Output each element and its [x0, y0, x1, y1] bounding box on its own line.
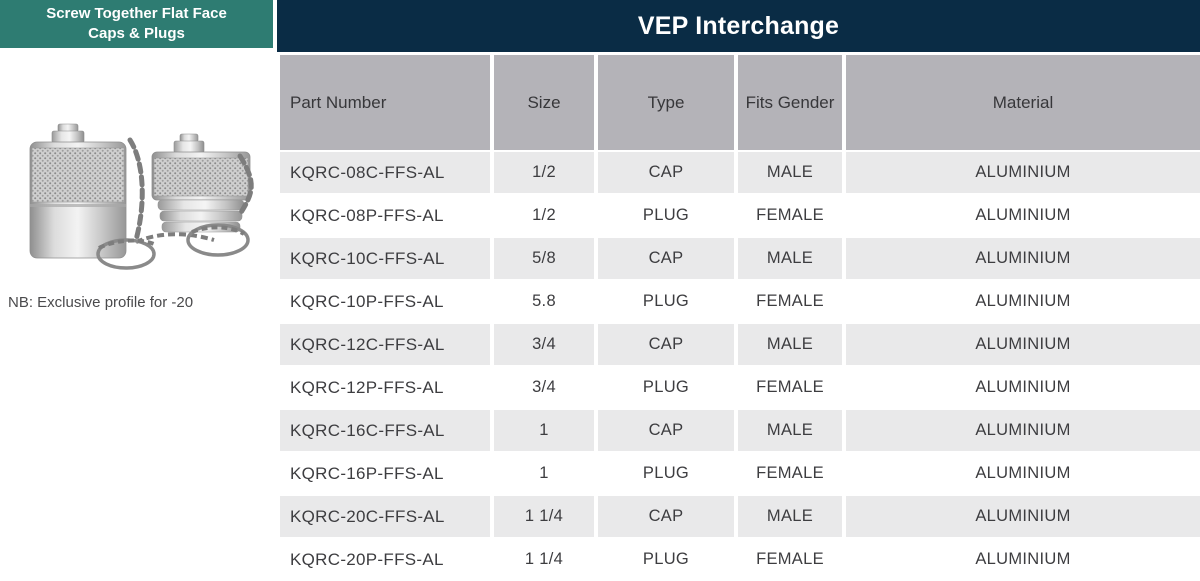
table-cell-material: ALUMINIUM	[846, 496, 1200, 537]
table-cell-material: ALUMINIUM	[846, 410, 1200, 451]
interchange-table: Part Number Size Type Fits Gender Materi…	[280, 55, 1200, 580]
table-cell-type: PLUG	[598, 539, 734, 580]
page-title-text: VEP Interchange	[637, 11, 840, 40]
table-cell-fits-gender: FEMALE	[738, 539, 842, 580]
table-cell-fits-gender: MALE	[738, 152, 842, 193]
table-cell-size: 3/4	[494, 367, 594, 408]
table-cell-fits-gender: MALE	[738, 324, 842, 365]
chain-illustration	[96, 137, 254, 270]
table-cell-size: 5.8	[494, 281, 594, 322]
column-header-fits-gender: Fits Gender	[738, 55, 842, 150]
exclusive-profile-note: NB: Exclusive profile for -20	[8, 294, 194, 311]
page-title: VEP Interchange	[277, 0, 1200, 52]
table-cell-size: 1	[494, 410, 594, 451]
product-photo	[29, 123, 254, 270]
table-cell-part-number: KQRC-20P-FFS-AL	[280, 539, 490, 580]
table-cell-type: CAP	[598, 410, 734, 451]
table-cell-size: 1 1/4	[494, 496, 594, 537]
table-cell-part-number: KQRC-20C-FFS-AL	[280, 496, 490, 537]
table-cell-type: PLUG	[598, 367, 734, 408]
table-cell-size: 1/2	[494, 152, 594, 193]
table-cell-fits-gender: FEMALE	[738, 281, 842, 322]
table-cell-material: ALUMINIUM	[846, 238, 1200, 279]
table-cell-type: PLUG	[598, 453, 734, 494]
table-cell-part-number: KQRC-10C-FFS-AL	[280, 238, 490, 279]
sidebar-title: Screw Together Flat Face Caps & Plugs	[0, 0, 273, 48]
table-cell-material: ALUMINIUM	[846, 367, 1200, 408]
table-cell-material: ALUMINIUM	[846, 453, 1200, 494]
table-cell-fits-gender: MALE	[738, 238, 842, 279]
plug-illustration	[151, 133, 251, 233]
sidebar-title-line1: Screw Together Flat Face	[46, 4, 227, 22]
table-cell-type: CAP	[598, 238, 734, 279]
table-cell-type: CAP	[598, 496, 734, 537]
table-cell-fits-gender: FEMALE	[738, 453, 842, 494]
table-cell-part-number: KQRC-08C-FFS-AL	[280, 152, 490, 193]
table-cell-part-number: KQRC-12P-FFS-AL	[280, 367, 490, 408]
table-cell-type: PLUG	[598, 281, 734, 322]
table-cell-material: ALUMINIUM	[846, 195, 1200, 236]
cap-illustration	[29, 123, 127, 259]
table-cell-part-number: KQRC-08P-FFS-AL	[280, 195, 490, 236]
table-cell-fits-gender: MALE	[738, 410, 842, 451]
column-header-material: Material	[846, 55, 1200, 150]
table-cell-part-number: KQRC-10P-FFS-AL	[280, 281, 490, 322]
table-cell-type: PLUG	[598, 195, 734, 236]
table-cell-fits-gender: FEMALE	[738, 367, 842, 408]
table-cell-fits-gender: FEMALE	[738, 195, 842, 236]
table-cell-material: ALUMINIUM	[846, 324, 1200, 365]
table-cell-material: ALUMINIUM	[846, 539, 1200, 580]
column-header-part-number: Part Number	[280, 55, 490, 150]
table-cell-material: ALUMINIUM	[846, 281, 1200, 322]
sidebar-title-line2: Caps & Plugs	[88, 25, 185, 42]
table-cell-size: 3/4	[494, 324, 594, 365]
table-cell-type: CAP	[598, 324, 734, 365]
table-cell-fits-gender: MALE	[738, 496, 842, 537]
table-cell-material: ALUMINIUM	[846, 152, 1200, 193]
table-cell-size: 1/2	[494, 195, 594, 236]
table-cell-type: CAP	[598, 152, 734, 193]
table-cell-part-number: KQRC-16C-FFS-AL	[280, 410, 490, 451]
table-cell-size: 1 1/4	[494, 539, 594, 580]
table-cell-size: 5/8	[494, 238, 594, 279]
column-header-type: Type	[598, 55, 734, 150]
table-cell-part-number: KQRC-12C-FFS-AL	[280, 324, 490, 365]
table-cell-size: 1	[494, 453, 594, 494]
table-cell-part-number: KQRC-16P-FFS-AL	[280, 453, 490, 494]
column-header-size: Size	[494, 55, 594, 150]
